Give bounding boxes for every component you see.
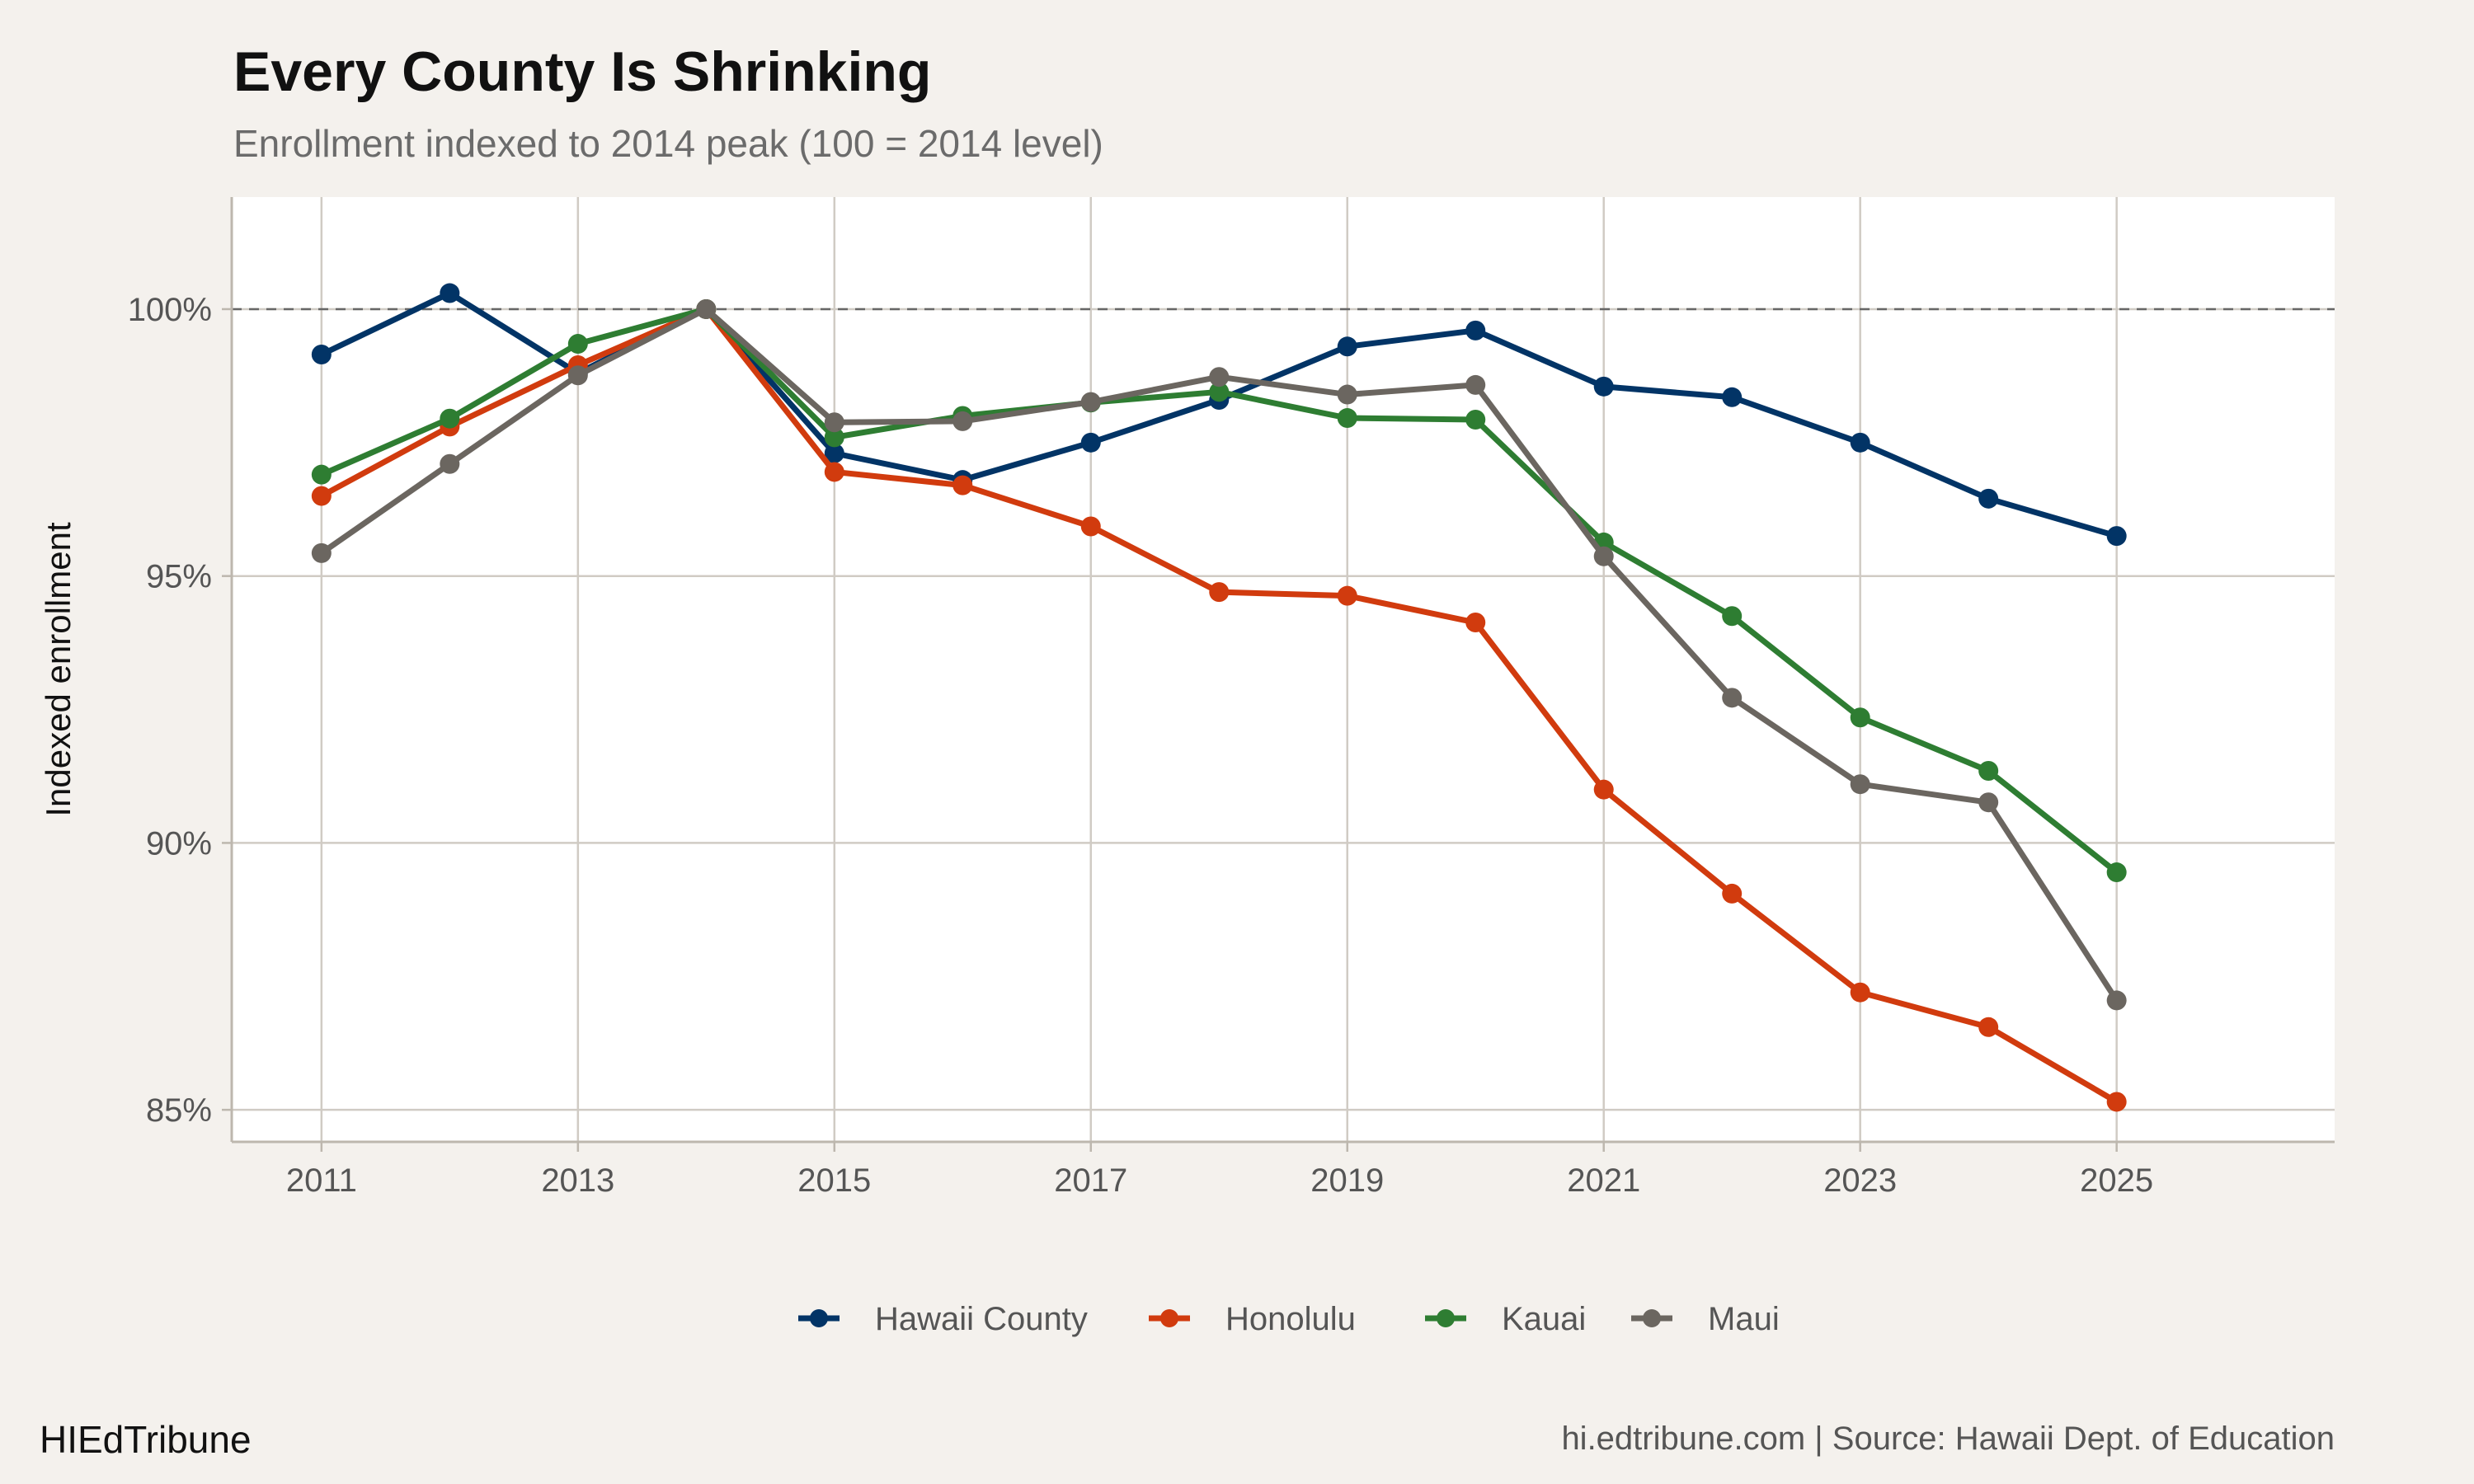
data-point <box>1978 761 1999 782</box>
x-tick-label: 2015 <box>797 1162 871 1199</box>
data-point <box>824 427 844 448</box>
data-point <box>1593 779 1614 800</box>
series-maui <box>311 298 2127 1011</box>
footer-brand: HIEdTribune <box>40 1418 252 1461</box>
y-tick-label: 90% <box>146 825 212 862</box>
data-point <box>824 412 844 433</box>
data-point <box>824 462 844 482</box>
legend-item: Maui <box>1631 1301 1780 1337</box>
data-point <box>1465 409 1486 430</box>
series-group <box>311 283 2127 1112</box>
legend-label: Maui <box>1708 1301 1780 1337</box>
data-point <box>1850 774 1870 795</box>
legend-key-point <box>1160 1309 1178 1327</box>
legend-item: Honolulu <box>1149 1301 1356 1337</box>
legend-label: Honolulu <box>1225 1301 1356 1337</box>
series-kauai <box>311 298 2127 883</box>
data-point <box>1080 516 1101 537</box>
legend-key-point <box>1643 1309 1661 1327</box>
plot-panel <box>232 197 2335 1142</box>
data-point <box>1080 432 1101 453</box>
data-point <box>2106 1092 2127 1112</box>
data-point <box>440 453 460 474</box>
legend-item: Kauai <box>1425 1301 1586 1337</box>
data-point <box>440 408 460 429</box>
data-point <box>1465 374 1486 395</box>
data-point <box>824 443 844 463</box>
data-point <box>1465 320 1486 340</box>
data-point <box>1978 792 1999 813</box>
data-point <box>1722 606 1743 627</box>
x-tick-label: 2021 <box>1567 1162 1640 1199</box>
data-point <box>696 298 717 319</box>
data-point <box>1209 382 1230 402</box>
data-point <box>311 542 332 563</box>
data-point <box>1337 585 1357 606</box>
data-point <box>311 464 332 485</box>
data-point <box>311 345 332 364</box>
legend-item: Hawaii County <box>798 1301 1088 1337</box>
data-point <box>311 486 332 506</box>
x-tick-label: 2013 <box>541 1162 614 1199</box>
data-point <box>2106 526 2127 547</box>
data-point <box>1722 688 1743 708</box>
y-tick-label: 95% <box>146 559 212 595</box>
legend: Hawaii County Honolulu Kauai Maui <box>798 1301 1780 1337</box>
data-point <box>567 334 588 355</box>
data-point <box>1337 408 1357 429</box>
legend-key-point <box>810 1309 828 1327</box>
data-point <box>1593 376 1614 397</box>
chart-title: Every County Is Shrinking <box>233 40 931 103</box>
data-point <box>440 283 460 303</box>
data-point <box>952 475 973 495</box>
data-point <box>2106 862 2127 883</box>
x-tick-label: 2023 <box>1823 1162 1897 1199</box>
legend-label: Hawaii County <box>875 1301 1088 1337</box>
data-point <box>952 411 973 431</box>
data-point <box>1337 336 1357 357</box>
y-tick-label: 85% <box>146 1092 212 1129</box>
x-tick-label: 2019 <box>1310 1162 1384 1199</box>
footer-source: hi.edtribune.com | Source: Hawaii Dept. … <box>1561 1421 2335 1457</box>
data-point <box>1850 432 1870 453</box>
y-axis-label: Indexed enrollment <box>39 522 78 817</box>
data-point <box>1722 883 1743 904</box>
legend-label: Kauai <box>1502 1301 1586 1337</box>
data-point <box>2106 990 2127 1011</box>
data-point <box>1850 707 1870 728</box>
legend-key-point <box>1437 1309 1455 1327</box>
data-point <box>1978 1017 1999 1037</box>
y-tick-label: 100% <box>128 292 212 328</box>
x-tick-label: 2025 <box>2080 1162 2153 1199</box>
data-point <box>1465 613 1486 633</box>
data-point <box>1209 582 1230 603</box>
data-point <box>1593 546 1614 566</box>
data-point <box>1722 387 1743 407</box>
grid <box>232 197 2335 1142</box>
x-tick-label: 2011 <box>286 1162 357 1199</box>
x-tick-label: 2017 <box>1054 1162 1127 1199</box>
data-point <box>1209 367 1230 387</box>
chart-subtitle: Enrollment indexed to 2014 peak (100 = 2… <box>233 122 1103 165</box>
data-point <box>1850 982 1870 1003</box>
data-point <box>567 365 588 386</box>
axes: 2011 2013 2015 2017 2019 2021 2023 2025 85% 90% 95… <box>128 197 2335 1199</box>
data-point <box>1978 488 1999 509</box>
data-point <box>1337 384 1357 405</box>
data-point <box>1080 392 1101 412</box>
